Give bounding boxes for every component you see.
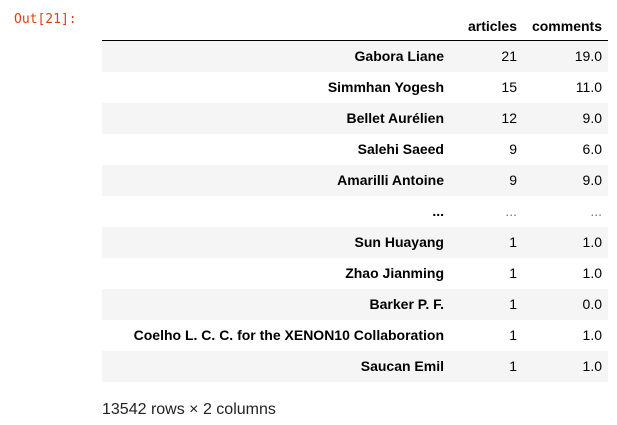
dataframe-table: articles comments Gabora Liane 21 19.0 Simm… bbox=[102, 12, 608, 382]
cell-articles: 12 bbox=[451, 102, 523, 134]
table-row: Saucan Emil 1 1.0 bbox=[102, 350, 608, 382]
table-row: Simmhan Yogesh 15 11.0 bbox=[102, 71, 608, 103]
index-header bbox=[102, 12, 451, 41]
table-row: Amarilli Antoine 9 9.0 bbox=[102, 164, 608, 196]
cell-articles: 1 bbox=[451, 319, 523, 351]
table-row: Coelho L. C. C. for the XENON10 Collabor… bbox=[102, 319, 608, 351]
cell-articles: 15 bbox=[451, 71, 523, 103]
cell-comments: 11.0 bbox=[523, 71, 608, 103]
cell-comments: 1.0 bbox=[523, 350, 608, 382]
row-index-label: Gabora Liane bbox=[102, 40, 451, 72]
column-header-comments: comments bbox=[523, 12, 608, 41]
row-index-label: Saucan Emil bbox=[102, 350, 451, 382]
table-row: Sun Huayang 1 1.0 bbox=[102, 226, 608, 258]
row-index-label: Sun Huayang bbox=[102, 226, 451, 258]
cell-comments: 1.0 bbox=[523, 226, 608, 258]
cell-articles: 21 bbox=[451, 40, 523, 72]
cell-articles: 1 bbox=[451, 288, 523, 320]
row-index-label: Simmhan Yogesh bbox=[102, 71, 451, 103]
dataframe-shape: 13542 rows × 2 columns bbox=[102, 400, 276, 418]
cell-articles: 9 bbox=[451, 133, 523, 165]
row-index-label: ... bbox=[102, 195, 451, 227]
table-row: Zhao Jianming 1 1.0 bbox=[102, 257, 608, 289]
row-index-label: Salehi Saeed bbox=[102, 133, 451, 165]
cell-articles: 1 bbox=[451, 226, 523, 258]
row-index-label: Zhao Jianming bbox=[102, 257, 451, 289]
cell-comments: 6.0 bbox=[523, 133, 608, 165]
cell-articles: 1 bbox=[451, 257, 523, 289]
cell-comments: 1.0 bbox=[523, 257, 608, 289]
cell-articles: 1 bbox=[451, 350, 523, 382]
row-index-label: Coelho L. C. C. for the XENON10 Collabor… bbox=[102, 319, 451, 351]
table-row: Bellet Aurélien 12 9.0 bbox=[102, 102, 608, 134]
cell-output: articles comments Gabora Liane 21 19.0 Simm… bbox=[102, 12, 608, 419]
table-row: Salehi Saeed 9 6.0 bbox=[102, 133, 608, 165]
cell-articles: 9 bbox=[451, 164, 523, 196]
row-index-label: Barker P. F. bbox=[102, 288, 451, 320]
cell-comments: 0.0 bbox=[523, 288, 608, 320]
cell-comments: 1.0 bbox=[523, 319, 608, 351]
cell-comments: ... bbox=[523, 195, 608, 227]
cell-comments: 9.0 bbox=[523, 164, 608, 196]
cell-comments: 19.0 bbox=[523, 40, 608, 72]
table-row: Barker P. F. 1 0.0 bbox=[102, 288, 608, 320]
table-body: Gabora Liane 21 19.0 Simmhan Yogesh 15 11.0 Be… bbox=[102, 40, 608, 382]
table-header-row: articles comments bbox=[102, 12, 608, 41]
column-header-articles: articles bbox=[451, 12, 523, 41]
row-index-label: Bellet Aurélien bbox=[102, 102, 451, 134]
table-row: ......... bbox=[102, 195, 608, 227]
cell-articles: ... bbox=[451, 195, 523, 227]
table-row: Gabora Liane 21 19.0 bbox=[102, 40, 608, 72]
row-index-label: Amarilli Antoine bbox=[102, 164, 451, 196]
output-prompt: Out[21]: bbox=[14, 12, 77, 27]
cell-comments: 9.0 bbox=[523, 102, 608, 134]
